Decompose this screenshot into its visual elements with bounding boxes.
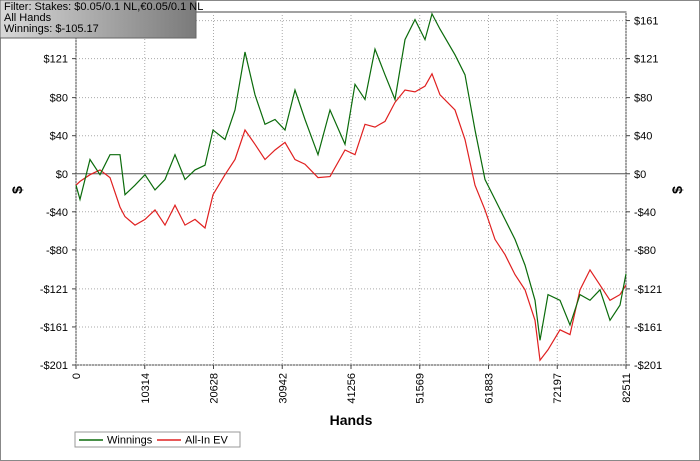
y-axis-label: $	[9, 186, 25, 194]
y-tick-label: -$121	[634, 284, 662, 296]
y-tick-label: $40	[50, 131, 68, 143]
y-tick-label: -$40	[634, 207, 656, 219]
legend-label: Winnings	[107, 435, 153, 447]
y-tick-label: -$80	[634, 245, 656, 257]
y-tick-label: $40	[634, 131, 652, 143]
y-tick-label: $80	[50, 93, 68, 105]
y-tick-label: $0	[56, 169, 68, 181]
x-tick-label: 51569	[415, 373, 427, 404]
series-line	[75, 12, 627, 341]
x-tick-label: 20628	[209, 373, 221, 404]
y-tick-label: -$121	[40, 284, 68, 296]
y-tick-label: -$80	[46, 245, 68, 257]
x-tick-label: 72197	[552, 373, 564, 404]
filter-text: All Hands	[4, 12, 52, 24]
y-tick-label: $121	[44, 54, 68, 66]
legend-label: All-In EV	[185, 435, 228, 447]
filter-text: Winnings: $-105.17	[4, 23, 99, 35]
y-tick-label: -$161	[40, 322, 68, 334]
y-tick-label: -$201	[634, 360, 662, 372]
ticks: -$201 -$201 -$161 -$161 -$121 -$121 -$80 -$80 -$…	[40, 16, 662, 404]
x-tick-label: 82511	[621, 373, 633, 403]
y-tick-label: $80	[634, 93, 652, 105]
y-tick-label: $161	[634, 16, 658, 28]
x-axis-label: Hands	[330, 412, 373, 428]
y-axis-label: $	[669, 186, 685, 194]
y-tick-label: $0	[634, 169, 646, 181]
filter-text: Filter: Stakes: $0.05/0.1 NL,€0.05/0.1 N…	[4, 1, 203, 13]
x-tick-label: 41256	[346, 373, 358, 404]
x-tick-label: 61883	[483, 373, 495, 404]
y-tick-label: $121	[634, 54, 658, 66]
x-tick-label: 10314	[140, 373, 152, 404]
x-tick-label: 0	[71, 373, 83, 379]
y-tick-label: -$40	[46, 207, 68, 219]
y-tick-label: -$161	[634, 322, 662, 334]
lines	[75, 12, 627, 362]
series-line	[75, 72, 627, 362]
legend: Winnings All-In EV	[74, 431, 241, 448]
y-tick-label: -$201	[40, 360, 68, 372]
filter-box	[0, 0, 197, 39]
x-tick-label: 30942	[277, 373, 289, 404]
